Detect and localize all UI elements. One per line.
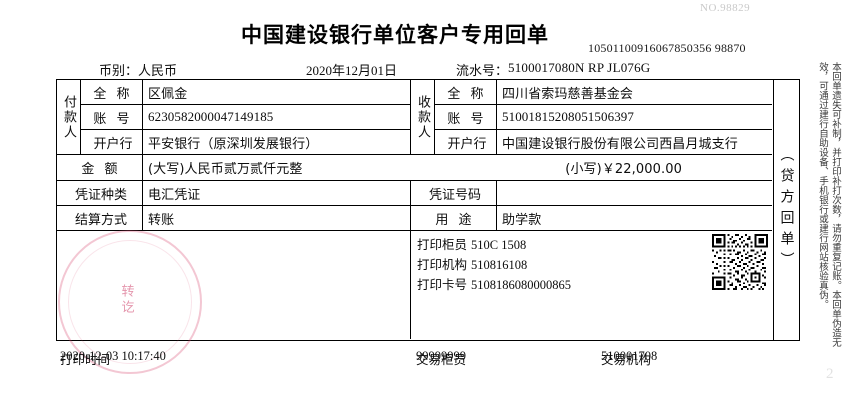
print-teller-label: 打印柜员: [417, 237, 468, 252]
transaction-org-value: 510001708: [601, 349, 658, 363]
receipt-table: 付款人 全 称 区佩金 账 号 6230582000047149185 开户行 …: [56, 79, 774, 341]
payee-name-value: 四川省索玛慈善基金会: [497, 80, 772, 105]
purpose-value: 助学款: [497, 206, 772, 231]
print-org-value: 510816108: [471, 258, 528, 272]
payer-bank-value: 平安银行（原深圳发展银行）: [143, 130, 411, 155]
serial-value: 5100017080N RP JL076G: [508, 60, 651, 75]
page-title: 中国建设银行单位客户专用回单: [241, 23, 549, 47]
payer-account-label: 账 号: [81, 105, 143, 130]
qr-code-icon: [712, 234, 768, 290]
anti-counterfeit-notice: 本回单遗失可补制，并打印补打次数，请勿重复记账。本回单伪造无效，可通过建行自助设…: [817, 62, 841, 347]
print-card-line: 打印卡号 5108186080000865: [417, 275, 571, 295]
payee-account-value: 51001815208051506397: [497, 105, 772, 130]
print-info-block: 打印柜员 510C 1508 打印机构 510816108 打印卡号 51081…: [411, 231, 772, 339]
transaction-teller-label: 交易柜员: [416, 352, 467, 367]
payee-bank-label: 开户行: [435, 130, 497, 155]
settlement-value: 转账: [143, 206, 411, 231]
payer-name-value: 区佩金: [143, 80, 411, 105]
print-teller-value: 510C 1508: [471, 238, 527, 252]
payee-bank-value: 中国建设银行股份有限公司西昌月城支行: [497, 130, 772, 155]
purpose-label: 用 途: [411, 206, 497, 231]
serial-label: 流水号：: [456, 64, 509, 79]
payer-name-label: 全 称: [81, 80, 143, 105]
voucher-type-value: 电汇凭证: [143, 181, 411, 206]
receipt-number: 10501100916067850356 98870: [588, 41, 746, 55]
payee-name-label: 全 称: [435, 80, 497, 105]
corner-handwritten-mark: 2: [826, 366, 834, 382]
voucher-type-label: 凭证种类: [57, 181, 143, 206]
payee-side-label: 收款人: [411, 80, 435, 155]
copy-type-strip: （贷方回单）: [774, 79, 800, 341]
voucher-no-value: [497, 181, 772, 206]
payer-bank-label: 开户行: [81, 130, 143, 155]
print-time-value: 2020-12-03 10:17:40: [60, 349, 166, 363]
transaction-date: 2020年12月01日: [306, 63, 398, 78]
amount-in-figures: (小写)￥22,000.00: [488, 155, 772, 181]
copy-type-label: （贷方回单）: [778, 147, 795, 273]
voucher-no-label: 凭证号码: [411, 181, 497, 206]
footer-row: 打印时间 2020-12-03 10:17:40 交易柜员 99999999 交…: [56, 349, 774, 369]
print-info-lines: 打印柜员 510C 1508 打印机构 510816108 打印卡号 51081…: [417, 235, 571, 295]
payee-account-label: 账 号: [435, 105, 497, 130]
print-card-value: 5108186080000865: [471, 278, 571, 292]
print-card-label: 打印卡号: [417, 277, 468, 292]
amount-in-words: (大写)人民币贰万贰仟元整: [143, 155, 488, 181]
currency-label: 币别：人民币: [99, 64, 178, 79]
stamp-area: [57, 231, 411, 339]
print-org-label: 打印机构: [417, 257, 468, 272]
print-org-line: 打印机构 510816108: [417, 255, 571, 275]
meta-row: 币别：人民币 2020年12月01日 流水号： 5100017080N RP J…: [56, 60, 774, 79]
transaction-teller-value: 99999999: [416, 349, 466, 363]
amount-label: 金 额: [57, 155, 143, 181]
payer-side-label: 付款人: [57, 80, 81, 155]
print-time-label: 打印时间: [60, 352, 111, 367]
print-teller-line: 打印柜员 510C 1508: [417, 235, 571, 255]
payer-account-value: 6230582000047149185: [143, 105, 411, 130]
settlement-label: 结算方式: [57, 206, 143, 231]
receipt-serial-stamp: NO.98829: [700, 2, 751, 14]
transaction-org-label: 交易机构: [601, 352, 652, 367]
